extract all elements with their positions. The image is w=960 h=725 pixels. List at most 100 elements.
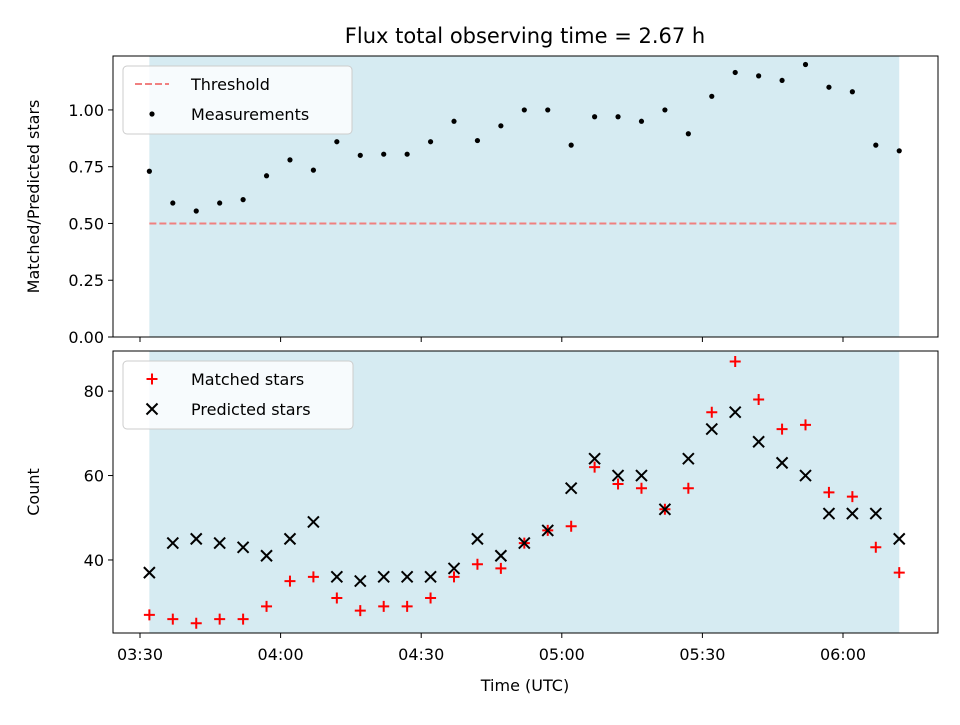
legend-measurement-swatch [149,111,155,117]
predicted-star-point [705,422,718,436]
measurement-point [896,148,902,154]
predicted-star-point [283,532,297,546]
matched-star-point [776,423,788,435]
predicted-star-point [471,532,484,546]
bottom-y-tick-label: 80 [84,382,104,401]
measurement-point [170,200,176,206]
top-y-tick-label: 1.00 [68,101,104,120]
matched-star-point [846,491,858,503]
bottom-y-tick-label: 40 [84,551,104,570]
bottom-legend-label: Predicted stars [191,400,311,419]
measurement-point [873,142,879,148]
matched-star-point [589,461,601,473]
bottom-x-tick-label: 04:00 [258,645,304,664]
matched-star-point [870,541,882,553]
matched-star-point [307,571,319,583]
legend-matched-swatch [146,373,158,385]
measurement-point [357,152,363,158]
predicted-star-point [494,549,508,562]
matched-star-point [753,394,765,406]
matched-star-point [800,419,812,431]
predicted-star-point [611,469,625,482]
measurement-point [451,118,457,124]
predicted-star-point [260,549,273,562]
predicted-star-point [869,507,883,520]
legend-predicted-swatch [145,402,159,416]
predicted-star-point [330,570,344,584]
measurement-point [802,61,809,68]
measurement-point [381,151,387,157]
measurement-point [521,107,527,113]
matched-star-point [237,613,249,625]
top-legend-box [122,65,353,135]
predicted-star-point [400,570,414,584]
matched-star-point [261,600,273,612]
measurement-point [334,139,340,145]
bottom-y-tick-label: 60 [84,467,104,486]
matched-star-point [471,558,483,570]
predicted-star-point [143,566,156,579]
matched-star-point [401,600,413,612]
top-y-tick-label: 0.25 [68,271,104,290]
measurement-point [263,173,270,179]
matched-star-point [284,575,296,587]
bottom-legend-label: Matched stars [191,370,304,389]
predicted-star-point [728,406,742,419]
matched-star-point [635,482,647,494]
top-axes: 0.00 0.25 0.50 0.75 1.00 Matched/Predicted st… [24,55,939,347]
predicted-star-point [447,562,461,575]
matched-star-point [167,613,179,625]
predicted-star-point [541,524,554,537]
predicted-star-point [658,503,672,516]
predicted-star-point [822,507,836,520]
predicted-star-point [752,435,765,448]
bottom-x-tick-label: 05:00 [539,645,585,664]
measurement-point [826,84,832,90]
measurement-point [732,69,738,76]
predicted-star-point [307,515,320,529]
matched-star-point [425,592,437,604]
measurement-point [592,114,598,120]
matched-star-point [612,478,624,490]
predicted-star-point [236,541,250,554]
predicted-star-point [424,570,437,584]
predicted-star-point [213,536,226,550]
top-y-tick-label: 0.75 [68,158,104,177]
matched-star-point [823,486,835,498]
measurement-point [310,167,317,173]
x-axis-label: Time (UTC) [480,676,569,695]
matched-star-point [495,562,507,574]
predicted-star-point [893,532,906,546]
predicted-star-point [190,532,203,546]
measurement-point [615,114,621,120]
matched-star-point [893,567,905,579]
matched-star-point [143,609,155,621]
predicted-star-point [588,452,601,465]
predicted-star-point [166,536,180,550]
matched-star-point [706,406,718,418]
bottom-axes-frame [112,350,939,634]
predicted-star-point [799,469,812,482]
measurement-point [287,157,293,163]
measurement-point [474,137,481,144]
measurement-point [662,107,668,113]
measurement-point [498,123,504,129]
measurement-point [404,151,410,157]
predicted-star-point [775,456,789,470]
predicted-star-point [846,507,859,520]
matched-star-point [331,592,343,604]
measurement-point [685,131,691,137]
predicted-star-point [635,469,648,482]
predicted-star-point [682,452,695,465]
matched-star-point [448,571,460,583]
bottom-x-tick-label: 04:30 [398,645,444,664]
bottom-x-tick-label: 03:30 [117,645,163,664]
top-legend-label: Measurements [191,105,309,124]
top-y-axis-label: Matched/Predicted stars [24,100,43,294]
predicted-star-point [564,481,578,495]
measurement-point [217,200,223,206]
chart-title: Flux total observing time = 2.67 h [345,24,705,48]
bottom-legend-box [122,360,354,430]
bottom-axes: 40 60 80 03:30 04:00 04:30 05:00 05:30 06:00 Coun… [24,350,939,664]
